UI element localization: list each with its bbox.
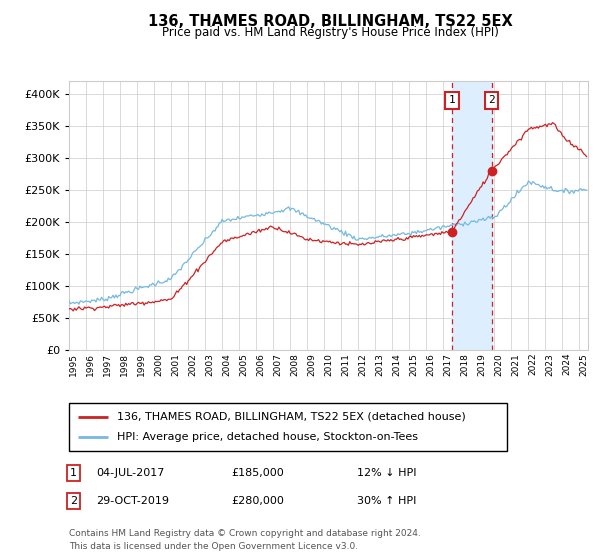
Text: 1: 1 <box>70 468 77 478</box>
Text: 136, THAMES ROAD, BILLINGHAM, TS22 5EX (detached house): 136, THAMES ROAD, BILLINGHAM, TS22 5EX (… <box>117 412 466 422</box>
Text: HPI: Average price, detached house, Stockton-on-Tees: HPI: Average price, detached house, Stoc… <box>117 432 418 442</box>
Text: 2: 2 <box>488 95 495 105</box>
Text: Price paid vs. HM Land Registry's House Price Index (HPI): Price paid vs. HM Land Registry's House … <box>161 26 499 39</box>
Text: 2018: 2018 <box>460 353 469 376</box>
Text: Contains HM Land Registry data © Crown copyright and database right 2024.: Contains HM Land Registry data © Crown c… <box>69 529 421 538</box>
Text: This data is licensed under the Open Government Licence v3.0.: This data is licensed under the Open Gov… <box>69 542 358 551</box>
Text: 136, THAMES ROAD, BILLINGHAM, TS22 5EX: 136, THAMES ROAD, BILLINGHAM, TS22 5EX <box>148 14 512 29</box>
Text: £185,000: £185,000 <box>231 468 284 478</box>
Text: 2000: 2000 <box>154 353 163 376</box>
Text: £280,000: £280,000 <box>231 496 284 506</box>
Text: 29-OCT-2019: 29-OCT-2019 <box>96 496 169 506</box>
Text: 2: 2 <box>70 496 77 506</box>
Text: 2022: 2022 <box>529 353 538 375</box>
Text: 1997: 1997 <box>103 353 112 376</box>
Text: 2013: 2013 <box>375 353 384 376</box>
Text: 2017: 2017 <box>443 353 452 376</box>
Text: 2024: 2024 <box>562 353 571 375</box>
Text: 2025: 2025 <box>580 353 589 376</box>
Text: 1: 1 <box>448 95 455 105</box>
Text: 2003: 2003 <box>205 353 214 376</box>
Bar <box>452 81 491 350</box>
FancyBboxPatch shape <box>69 403 507 451</box>
Text: 2010: 2010 <box>324 353 333 376</box>
Text: 30% ↑ HPI: 30% ↑ HPI <box>357 496 416 506</box>
Text: 2004: 2004 <box>222 353 231 376</box>
Text: 2006: 2006 <box>256 353 265 376</box>
Text: 2016: 2016 <box>427 353 436 376</box>
Text: 2009: 2009 <box>307 353 316 376</box>
Text: 2014: 2014 <box>392 353 401 376</box>
Text: 2002: 2002 <box>188 353 197 376</box>
Text: 2012: 2012 <box>358 353 367 376</box>
Text: 12% ↓ HPI: 12% ↓ HPI <box>357 468 416 478</box>
Text: 2020: 2020 <box>494 353 503 376</box>
Text: 1998: 1998 <box>120 353 129 376</box>
Text: 1999: 1999 <box>137 353 146 376</box>
Text: 2001: 2001 <box>171 353 180 376</box>
Text: 04-JUL-2017: 04-JUL-2017 <box>96 468 164 478</box>
Text: 2015: 2015 <box>409 353 418 376</box>
Text: 1995: 1995 <box>69 353 78 376</box>
Text: 2007: 2007 <box>273 353 282 376</box>
Text: 1996: 1996 <box>86 353 95 376</box>
Text: 2005: 2005 <box>239 353 248 376</box>
Text: 2008: 2008 <box>290 353 299 376</box>
Text: 2021: 2021 <box>511 353 520 376</box>
Text: 2019: 2019 <box>478 353 487 376</box>
Text: 2011: 2011 <box>341 353 350 376</box>
Text: 2023: 2023 <box>545 353 554 376</box>
